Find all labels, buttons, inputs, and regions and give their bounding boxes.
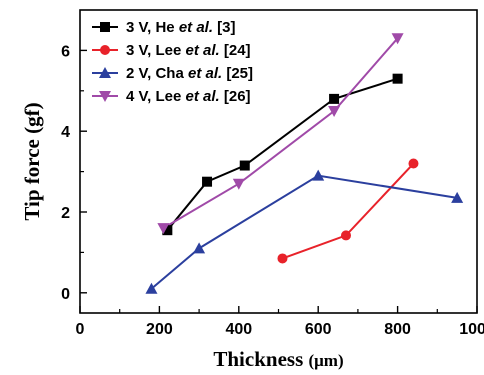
legend-marker-4 (99, 91, 111, 102)
x-axis-unit: (μm) (309, 351, 344, 370)
x-axis-title: Thickness (μm) (213, 347, 343, 371)
legend-marker-1 (100, 22, 110, 32)
x-tick-label: 400 (225, 321, 252, 338)
y-tick-label: 2 (61, 205, 70, 222)
series-3-point (312, 169, 325, 181)
series-markers (145, 33, 464, 294)
legend-marker-2 (100, 45, 110, 55)
series-2-point (277, 253, 288, 264)
series-1-point (239, 160, 250, 171)
legend-label-2: 3 V, Lee et al. [24] (126, 42, 251, 59)
y-tick-label: 4 (61, 124, 70, 141)
series-4-point (328, 106, 341, 117)
legend: 3 V, He et al. [3] 3 V, Lee et al. [24] 2 … (92, 19, 253, 105)
y-tick-label: 0 (61, 286, 70, 303)
y-axis-title: Tip force (gf) (20, 102, 44, 220)
legend-marker-3 (99, 67, 111, 78)
series-1-point (392, 73, 403, 84)
x-tick-label: 800 (384, 321, 411, 338)
series-1-point (162, 225, 173, 236)
series-3-point (193, 242, 206, 254)
series-2-point (340, 230, 351, 241)
series-3-point (145, 282, 158, 294)
x-tick-label: 600 (305, 321, 332, 338)
series-2-line (282, 162, 415, 260)
series-1-point (329, 93, 340, 104)
plot-frame (79, 9, 478, 314)
x-tick-label: 200 (146, 321, 173, 338)
series-3-point (451, 191, 464, 203)
series-3-line (150, 174, 458, 290)
series-4-point (157, 223, 170, 235)
x-axis-title-text: Thickness (213, 347, 303, 371)
series-2-point (408, 158, 419, 169)
legend-label-4: 4 V, Lee et al. [26] (126, 88, 251, 105)
x-tick-label: 0 (76, 321, 85, 338)
legend-label-1: 3 V, He et al. [3] (126, 19, 236, 36)
series-1-point (202, 176, 213, 187)
y-tick-label: 6 (61, 43, 70, 60)
series-4-line (162, 37, 399, 230)
series-4-point (391, 33, 404, 45)
legend-label-3: 2 V, Cha et al. [25] (126, 65, 253, 82)
series-4-point (232, 178, 245, 190)
